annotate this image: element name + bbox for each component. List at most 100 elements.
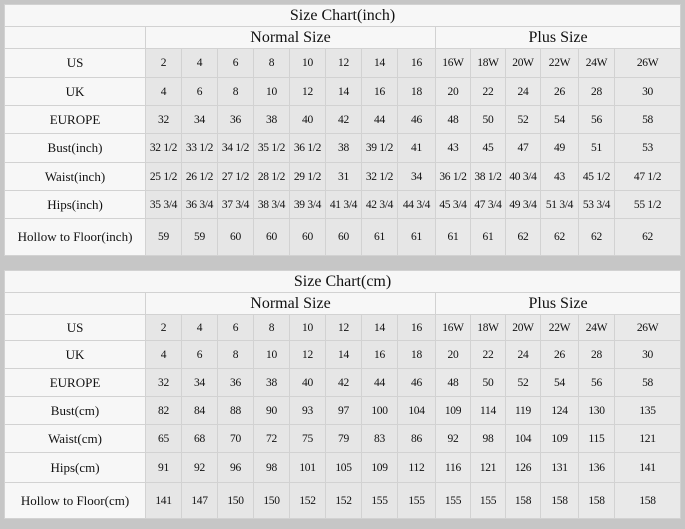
row-label: US (4, 48, 146, 78)
size-value-cell: 16 (361, 340, 398, 369)
size-value-cell: 51 (578, 133, 615, 163)
size-value-cell: 18W (470, 48, 506, 78)
size-value-cell: 16W (435, 314, 471, 341)
size-value-cell: 70 (217, 424, 254, 453)
size-value-cell: 88 (217, 396, 254, 425)
size-value-cell: 8 (217, 77, 254, 106)
size-value-cell: 18 (397, 77, 436, 106)
size-value-cell: 109 (540, 424, 579, 453)
size-value-cell: 37 3/4 (217, 190, 254, 219)
size-value-cell: 62 (505, 218, 541, 256)
size-value-cell: 36 (217, 368, 254, 397)
size-value-cell: 109 (361, 452, 398, 483)
table-row: Bust(inch) 32 1/2 33 1/2 34 1/2 35 1/2 36 1/2… (4, 133, 682, 163)
size-value-cell: 150 (217, 482, 254, 519)
table-row: US 2 4 6 8 10 12 14 16 16W 18W 20W 22W 24W 26W (4, 314, 682, 341)
size-value-cell: 92 (435, 424, 471, 453)
size-value-cell: 72 (253, 424, 290, 453)
size-value-cell: 116 (435, 452, 471, 483)
size-value-cell: 65 (145, 424, 182, 453)
size-value-cell: 158 (540, 482, 579, 519)
size-value-cell: 32 (145, 105, 182, 134)
size-value-cell: 101 (289, 452, 326, 483)
size-value-cell: 49 3/4 (505, 190, 541, 219)
size-value-cell: 56 (578, 105, 615, 134)
size-value-cell: 41 3/4 (325, 190, 362, 219)
size-value-cell: 34 1/2 (217, 133, 254, 163)
size-value-cell: 2 (145, 314, 182, 341)
size-value-cell: 4 (145, 77, 182, 106)
size-value-cell: 20W (505, 48, 541, 78)
empty-cell (4, 292, 146, 315)
size-value-cell: 8 (217, 340, 254, 369)
size-value-cell: 28 1/2 (253, 162, 290, 191)
size-value-cell: 56 (578, 368, 615, 397)
size-value-cell: 121 (470, 452, 506, 483)
size-value-cell: 38 1/2 (470, 162, 506, 191)
size-value-cell: 18 (397, 340, 436, 369)
row-label: Hollow to Floor(inch) (4, 218, 146, 256)
size-value-cell: 45 1/2 (578, 162, 615, 191)
size-value-cell: 38 3/4 (253, 190, 290, 219)
row-label: US (4, 314, 146, 341)
size-value-cell: 60 (253, 218, 290, 256)
size-value-cell: 16 (397, 48, 436, 78)
size-value-cell: 55 1/2 (613, 190, 682, 219)
size-value-cell: 14 (361, 48, 398, 78)
size-value-cell: 82 (145, 396, 182, 425)
size-value-cell: 92 (181, 452, 218, 483)
size-value-cell: 47 (505, 133, 541, 163)
size-value-cell: 44 (361, 105, 398, 134)
row-label: UK (4, 340, 146, 369)
size-value-cell: 12 (325, 48, 362, 78)
size-value-cell: 36 (217, 105, 254, 134)
table-row: Hips(inch) 35 3/4 36 3/4 37 3/4 38 3/4 39 3/4… (4, 190, 682, 219)
plus-size-header: Plus Size (434, 292, 682, 315)
size-value-cell: 62 (613, 218, 682, 256)
size-value-cell: 52 (505, 105, 541, 134)
size-value-cell: 10 (289, 314, 326, 341)
size-value-cell: 35 3/4 (145, 190, 182, 219)
size-value-cell: 6 (181, 340, 218, 369)
size-value-cell: 152 (289, 482, 326, 519)
size-value-cell: 130 (578, 396, 615, 425)
table-row: Bust(cm) 82 84 88 90 93 97 100 104 109 114 119 124 13… (4, 396, 682, 425)
size-value-cell: 48 (435, 368, 471, 397)
size-value-cell: 10 (289, 48, 326, 78)
normal-size-header: Normal Size (145, 292, 436, 315)
size-value-cell: 155 (470, 482, 506, 519)
group-row: Normal Size Plus Size (4, 292, 682, 315)
size-value-cell: 86 (397, 424, 436, 453)
size-value-cell: 46 (397, 368, 436, 397)
table-row: Hollow to Floor(cm) 141 147 150 150 152 152 155… (4, 482, 682, 519)
size-value-cell: 31 (325, 162, 362, 191)
size-value-cell: 115 (578, 424, 615, 453)
empty-cell (4, 26, 146, 49)
table-row: EUROPE 32 34 36 38 40 42 44 46 48 50 52 54 56 58 (4, 105, 682, 134)
size-value-cell: 33 1/2 (181, 133, 218, 163)
size-value-cell: 155 (435, 482, 471, 519)
size-value-cell: 4 (181, 314, 218, 341)
size-value-cell: 62 (578, 218, 615, 256)
size-value-cell: 158 (578, 482, 615, 519)
plus-size-header: Plus Size (434, 26, 682, 49)
row-label: Waist(inch) (4, 162, 146, 191)
size-value-cell: 36 1/2 (289, 133, 326, 163)
table-row: UK 4 6 8 10 12 14 16 18 20 22 24 26 28 30 (4, 340, 682, 369)
size-value-cell: 10 (253, 77, 290, 106)
size-value-cell: 90 (253, 396, 290, 425)
size-value-cell: 42 3/4 (361, 190, 398, 219)
size-value-cell: 10 (253, 340, 290, 369)
row-label: EUROPE (4, 368, 146, 397)
size-value-cell: 79 (325, 424, 362, 453)
size-value-cell: 124 (540, 396, 579, 425)
size-value-cell: 75 (289, 424, 326, 453)
size-value-cell: 32 1/2 (145, 133, 182, 163)
row-label: EUROPE (4, 105, 146, 134)
size-value-cell: 28 (578, 77, 615, 106)
size-value-cell: 51 3/4 (540, 190, 579, 219)
size-value-cell: 98 (470, 424, 506, 453)
group-row: Normal Size Plus Size (4, 26, 682, 49)
size-chart-cm-table: Size Chart(cm) Normal Size Plus Size US 2 4 6 8… (3, 270, 682, 519)
size-value-cell: 8 (253, 48, 290, 78)
